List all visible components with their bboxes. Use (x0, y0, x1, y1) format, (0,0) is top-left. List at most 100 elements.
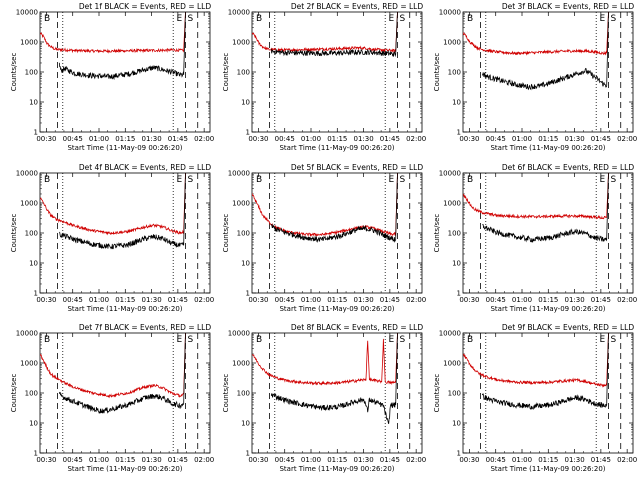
y-tick-label: 10000 (228, 170, 250, 178)
y-tick-label: 10 (452, 260, 461, 268)
x-tick-label: 02:00 (617, 296, 637, 304)
x-axis-title: Start Time (11-May-09 00:26:20) (67, 144, 182, 152)
x-tick-label: 01:30 (141, 135, 161, 143)
y-tick-label: 100 (237, 390, 250, 398)
marker-label-s: S (399, 14, 405, 24)
x-tick-label: 00:45 (275, 456, 295, 464)
series-line-lld (463, 173, 609, 220)
x-tick-label: 01:00 (512, 135, 532, 143)
y-tick-label: 1000 (20, 39, 38, 47)
chart-panel-2: Det 2f BLACK = Events, RED = LLD 1 10 100 10… (222, 2, 426, 152)
y-tick-label: 10000 (228, 330, 250, 338)
y-tick-label: 10 (241, 260, 250, 268)
y-tick-label: 10 (452, 420, 461, 428)
x-tick-label: 00:30 (36, 296, 56, 304)
x-tick-label: 01:45 (380, 135, 400, 143)
series-line-events (270, 12, 398, 58)
x-tick-label: 00:30 (36, 135, 56, 143)
y-axis-title: Counts/sec (10, 214, 18, 253)
marker-label-b: B (467, 335, 473, 345)
y-tick-label: 10 (29, 420, 38, 428)
x-tick-label: 01:00 (89, 296, 109, 304)
x-tick-label: 01:15 (538, 456, 558, 464)
marker-label-b: B (256, 175, 262, 185)
x-tick-label: 00:45 (486, 135, 506, 143)
marker-label-e: E (176, 175, 182, 185)
y-axis-title: Counts/sec (433, 214, 441, 253)
x-tick-label: 00:45 (63, 135, 83, 143)
x-tick-label: 02:00 (194, 456, 214, 464)
series-line-events (481, 333, 609, 410)
y-axis-title: Counts/sec (222, 214, 230, 253)
chart-title: Det 1f BLACK = Events, RED = LLD (79, 2, 212, 11)
x-tick-label: 01:15 (538, 296, 558, 304)
marker-label-e: E (388, 175, 394, 185)
series-line-lld (463, 12, 609, 56)
x-tick-label: 01:30 (141, 296, 161, 304)
x-tick-label: 00:30 (36, 456, 56, 464)
x-axis-title: Start Time (11-May-09 00:26:20) (279, 465, 394, 473)
x-tick-label: 00:30 (459, 296, 479, 304)
y-tick-label: 10 (29, 99, 38, 107)
y-tick-label: 10000 (439, 330, 461, 338)
y-tick-label: 10000 (16, 330, 38, 338)
marker-label-e: E (599, 335, 605, 345)
marker-label-s: S (610, 175, 616, 185)
y-tick-label: 1 (34, 290, 38, 298)
chart-panel-4: Det 4f BLACK = Events, RED = LLD 1 10 100 10… (10, 163, 214, 313)
series-line-lld (40, 173, 186, 236)
y-tick-label: 10000 (439, 9, 461, 17)
chart-panel-9: Det 9f BLACK = Events, RED = LLD 1 10 100 10… (433, 323, 637, 473)
y-tick-label: 10 (241, 420, 250, 428)
x-tick-label: 00:30 (248, 456, 268, 464)
x-tick-label: 01:45 (168, 296, 188, 304)
marker-label-s: S (610, 335, 616, 345)
x-axis-title: Start Time (11-May-09 00:26:20) (490, 465, 605, 473)
marker-label-e: E (599, 14, 605, 24)
y-tick-label: 1000 (443, 200, 461, 208)
y-axis-title: Counts/sec (433, 53, 441, 92)
y-tick-label: 1 (246, 290, 250, 298)
marker-label-e: E (176, 335, 182, 345)
marker-label-s: S (399, 335, 405, 345)
x-tick-label: 02:00 (194, 296, 214, 304)
x-tick-label: 01:45 (168, 456, 188, 464)
y-tick-label: 10000 (228, 9, 250, 17)
x-tick-label: 00:30 (459, 135, 479, 143)
x-tick-label: 01:45 (591, 456, 611, 464)
y-tick-label: 100 (448, 69, 461, 77)
x-tick-label: 01:30 (564, 456, 584, 464)
x-axis-title: Start Time (11-May-09 00:26:20) (279, 305, 394, 313)
marker-label-s: S (399, 175, 405, 185)
y-tick-label: 1 (246, 450, 250, 458)
x-axis-title: Start Time (11-May-09 00:26:20) (67, 465, 182, 473)
x-tick-label: 02:00 (194, 135, 214, 143)
chart-title: Det 4f BLACK = Events, RED = LLD (79, 163, 212, 172)
y-tick-label: 1 (457, 129, 461, 137)
x-tick-label: 01:00 (301, 296, 321, 304)
marker-label-s: S (187, 335, 193, 345)
marker-label-b: B (44, 335, 50, 345)
y-axis-title: Counts/sec (433, 374, 441, 413)
x-tick-label: 01:45 (591, 296, 611, 304)
marker-label-b: B (44, 14, 50, 24)
x-tick-label: 01:15 (538, 135, 558, 143)
x-tick-label: 01:45 (380, 296, 400, 304)
y-tick-label: 100 (25, 69, 38, 77)
marker-label-s: S (187, 175, 193, 185)
x-tick-label: 00:45 (486, 296, 506, 304)
x-tick-label: 02:00 (406, 296, 426, 304)
series-line-lld (40, 12, 186, 54)
series-line-events (58, 333, 186, 414)
x-tick-label: 00:30 (459, 456, 479, 464)
x-tick-label: 00:45 (63, 456, 83, 464)
x-tick-label: 01:45 (168, 135, 188, 143)
y-tick-label: 10 (241, 99, 250, 107)
x-tick-label: 01:30 (564, 296, 584, 304)
chart-title: Det 6f BLACK = Events, RED = LLD (502, 163, 635, 172)
chart-panel-6: Det 6f BLACK = Events, RED = LLD 1 10 100 10… (433, 163, 637, 313)
series-line-events (59, 173, 186, 250)
y-tick-label: 100 (237, 230, 250, 238)
x-tick-label: 00:30 (248, 135, 268, 143)
x-tick-label: 00:45 (275, 296, 295, 304)
